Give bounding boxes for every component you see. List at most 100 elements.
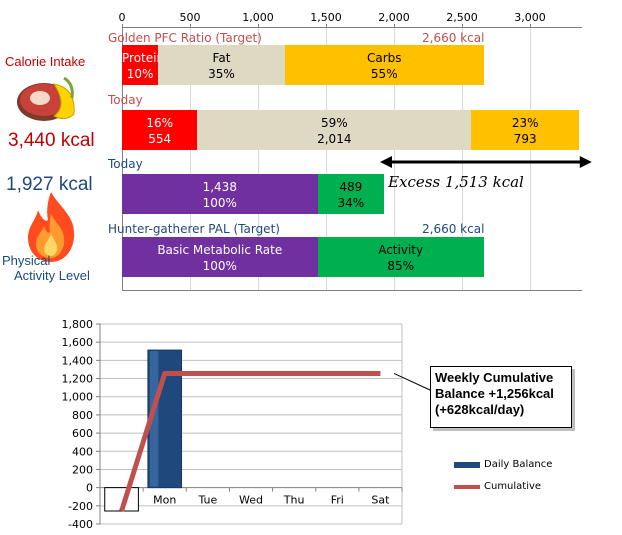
y-tick-label: 800 (72, 409, 93, 422)
y-tick-label: 1,400 (62, 354, 94, 367)
top-tick-mark (258, 24, 259, 27)
row-title: Hunter-gatherer PAL (Target) (108, 222, 280, 236)
bar-segment: Carbs 55% (284, 45, 484, 85)
cumulative-line (119, 370, 381, 512)
segment-sublabel: 2,014 (317, 132, 352, 146)
annotation-line1: Weekly Cumulative (435, 370, 554, 385)
x-category-label: Tue (197, 494, 217, 507)
legend-line-swatch (454, 485, 480, 489)
segment-label: Basic Metabolic Rate (157, 243, 283, 257)
top-axis-bottom-line (122, 290, 582, 291)
daily-balance-bar-shine (149, 351, 159, 487)
y-tick-label: 1,000 (62, 391, 94, 404)
segment-label: Carbs (366, 51, 402, 65)
segment-sublabel: 35% (208, 67, 235, 81)
top-tick-mark (122, 24, 123, 27)
y-tick-label: -400 (68, 518, 93, 530)
y-tick-label: 1,800 (62, 318, 94, 331)
segment-sublabel: 100% (202, 196, 237, 210)
top-axis-tick: 1,000 (242, 11, 274, 24)
segment-sublabel: 55% (370, 67, 398, 81)
segment-sublabel: 34% (337, 196, 365, 210)
weekly-balance-chart: 1,800 1,600 1,400 1,200 1,000 800 600 400 200 0 -2… (0, 310, 622, 531)
segment-sublabel: 85% (387, 259, 414, 273)
top-tick-mark (530, 24, 531, 27)
pal-label-line2: Activity Level (14, 268, 90, 283)
segment-label: Protein (122, 51, 158, 65)
bar-segment: Protein 10% (122, 45, 159, 85)
segment-label: 489 (339, 180, 363, 194)
intake-value: 3,440 kcal (8, 130, 95, 151)
top-axis-line (122, 27, 582, 28)
row-title: Golden PFC Ratio (Target) (108, 31, 262, 45)
segment-label: 1,438 (202, 180, 237, 194)
excess-arrow-right-head (579, 156, 592, 168)
top-gridline (530, 27, 531, 290)
segment-label: 16% (146, 116, 173, 130)
top-axis-tick: 0 (118, 11, 126, 24)
segment-label: 59% (320, 116, 348, 130)
y-tick-label: -200 (68, 500, 93, 513)
y-tick-label: 1,600 (62, 336, 94, 349)
segment-sublabel: 10% (126, 67, 154, 81)
top-gridline (462, 27, 463, 290)
x-category-label: Sat (371, 494, 390, 507)
legend-cumulative: Cumulative (484, 481, 542, 492)
segment-sublabel: 100% (202, 259, 237, 273)
bar-segment: 59% 2,014 (197, 110, 472, 150)
excess-arrow-left-head (380, 156, 393, 168)
y-tick-label: 0 (86, 482, 93, 495)
y-tick-label: 1,200 (62, 373, 94, 386)
segment-label: 23% (511, 116, 539, 130)
y-tick-label: 200 (72, 463, 93, 476)
cumulative-annotation: Weekly Cumulative Balance +1,256kcal (+6… (430, 366, 572, 428)
food-icon (14, 74, 82, 124)
flame-icon (22, 190, 80, 264)
y-tick-label: 400 (72, 445, 93, 458)
excess-arrow (380, 155, 592, 169)
top-gridline (122, 27, 123, 290)
pal-label-line1: Physical (2, 253, 51, 268)
bar-segment: 16% 554 (122, 110, 198, 150)
energy-balance-chart: 0 500 1,000 1,500 2,000 2,500 3,000 Golden PFC… (108, 11, 592, 291)
segment-label: Fat (212, 51, 231, 65)
x-category-label: Fri (331, 494, 344, 507)
legend-daily-balance: Daily Balance (484, 459, 553, 470)
top-tick-mark (326, 24, 327, 27)
bar-segment: 489 34% (317, 174, 385, 214)
bar-segment: 23% 793 (471, 110, 580, 150)
top-gridline (326, 27, 327, 290)
segment-sublabel: 793 (513, 132, 537, 146)
y-tick-label: 600 (72, 427, 93, 440)
bar-segment: 1,438 100% (122, 174, 318, 214)
row-title: Today (108, 93, 143, 107)
weekly-chart-svg: 1,800 1,600 1,400 1,200 1,000 800 600 400 200 0 -2… (62, 318, 431, 531)
annotation-connector (393, 373, 431, 391)
row-total: 2,660 kcal (422, 31, 485, 45)
x-category-label: Thu (283, 494, 305, 507)
expenditure-value: 1,927 kcal (6, 174, 93, 195)
bar-segment: Fat 35% (158, 45, 285, 85)
top-tick-mark (190, 24, 191, 27)
top-tick-mark (394, 24, 395, 27)
excess-label: Excess 1,513 kcal (388, 173, 524, 191)
top-gridline (190, 27, 191, 290)
top-axis-tick: 2,500 (446, 11, 478, 24)
annotation-line3: (+628kcal/day) (435, 402, 525, 417)
x-category-label: Wed (239, 494, 263, 507)
top-gridline (394, 27, 395, 290)
calorie-intake-label: Calorie Intake (5, 54, 86, 69)
legend-bar-swatch (454, 462, 480, 468)
row-title: Today (108, 157, 143, 171)
top-axis-tick: 3,000 (514, 11, 546, 24)
top-tick-mark (462, 24, 463, 27)
x-category-label: Mon (153, 494, 176, 507)
top-axis-tick: 500 (179, 11, 201, 24)
top-gridline (258, 27, 259, 290)
top-axis-tick: 2,000 (378, 11, 410, 24)
annotation-line2: Balance +1,256kcal (435, 386, 554, 401)
segment-sublabel: 554 (148, 132, 172, 146)
bar-segment: Basic Metabolic Rate 100% (122, 237, 318, 277)
bar-segment: Activity 85% (317, 237, 484, 277)
row-total: 2,660 kcal (422, 222, 485, 236)
